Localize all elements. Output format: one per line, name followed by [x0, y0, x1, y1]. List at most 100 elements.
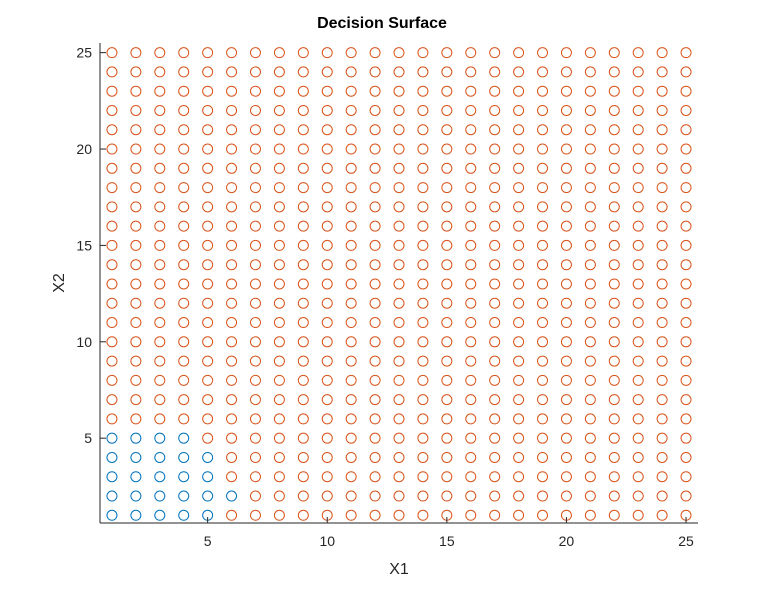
point-class-2: [417, 66, 429, 78]
point-class-2: [584, 413, 596, 425]
point-class-2: [130, 278, 142, 290]
point-class-2: [417, 374, 429, 386]
point-class-2: [297, 104, 309, 116]
point-class-2: [680, 451, 692, 463]
point-class-2: [130, 336, 142, 348]
point-class-2: [417, 259, 429, 271]
point-class-2: [369, 259, 381, 271]
point-class-2: [202, 336, 214, 348]
point-class-2: [489, 374, 501, 386]
point-class-2: [345, 297, 357, 309]
point-class-2: [273, 143, 285, 155]
point-class-2: [345, 432, 357, 444]
point-class-2: [249, 259, 261, 271]
point-class-2: [584, 355, 596, 367]
point-class-2: [417, 143, 429, 155]
point-class-2: [513, 143, 525, 155]
point-class-2: [537, 143, 549, 155]
point-class-2: [560, 471, 572, 483]
point-class-2: [441, 413, 453, 425]
point-class-2: [321, 278, 333, 290]
point-class-2: [178, 394, 190, 406]
point-class-2: [465, 451, 477, 463]
point-class-2: [441, 66, 453, 78]
point-class-2: [608, 374, 620, 386]
point-class-2: [513, 124, 525, 136]
point-class-2: [584, 336, 596, 348]
y-tick-label: 15: [76, 237, 92, 253]
point-class-2: [130, 297, 142, 309]
point-class-2: [417, 336, 429, 348]
point-class-2: [226, 104, 238, 116]
point-class-2: [297, 471, 309, 483]
point-class-2: [154, 143, 166, 155]
point-class-2: [130, 201, 142, 213]
point-class-2: [154, 201, 166, 213]
point-class-2: [584, 278, 596, 290]
point-class-2: [369, 471, 381, 483]
point-class-2: [656, 143, 668, 155]
point-class-2: [130, 104, 142, 116]
point-class-2: [273, 471, 285, 483]
point-class-2: [249, 394, 261, 406]
point-class-2: [656, 201, 668, 213]
point-class-2: [273, 182, 285, 194]
point-class-2: [584, 66, 596, 78]
point-class-2: [537, 413, 549, 425]
point-class-2: [465, 336, 477, 348]
point-class-2: [321, 355, 333, 367]
point-class-2: [393, 259, 405, 271]
point-class-2: [680, 278, 692, 290]
point-class-2: [178, 124, 190, 136]
point-class-2: [465, 317, 477, 329]
point-class-2: [656, 297, 668, 309]
point-class-2: [154, 317, 166, 329]
point-class-2: [632, 317, 644, 329]
point-class-2: [632, 471, 644, 483]
point-class-2: [489, 47, 501, 59]
point-class-2: [441, 85, 453, 97]
point-class-2: [584, 239, 596, 251]
point-class-2: [632, 143, 644, 155]
point-class-2: [249, 451, 261, 463]
point-class-2: [608, 451, 620, 463]
point-class-2: [560, 413, 572, 425]
point-class-2: [465, 104, 477, 116]
point-class-2: [345, 104, 357, 116]
point-class-2: [632, 220, 644, 232]
point-class-2: [249, 162, 261, 174]
point-class-2: [513, 104, 525, 116]
point-class-2: [226, 394, 238, 406]
point-class-2: [321, 259, 333, 271]
point-class-2: [632, 66, 644, 78]
point-class-2: [489, 336, 501, 348]
point-class-2: [632, 336, 644, 348]
point-class-2: [321, 451, 333, 463]
point-class-2: [680, 374, 692, 386]
point-class-2: [632, 182, 644, 194]
point-class-2: [202, 201, 214, 213]
point-class-2: [321, 66, 333, 78]
point-class-2: [202, 432, 214, 444]
point-class-2: [680, 220, 692, 232]
point-class-2: [465, 220, 477, 232]
point-class-2: [393, 413, 405, 425]
point-class-2: [369, 278, 381, 290]
point-class-2: [608, 490, 620, 502]
point-class-2: [656, 432, 668, 444]
point-class-2: [489, 317, 501, 329]
chart-title: Decision Surface: [317, 15, 447, 32]
point-class-2: [537, 451, 549, 463]
point-class-2: [249, 85, 261, 97]
point-class-2: [680, 336, 692, 348]
point-class-2: [297, 278, 309, 290]
point-class-2: [393, 336, 405, 348]
point-class-2: [632, 374, 644, 386]
point-class-2: [489, 509, 501, 521]
point-class-2: [513, 394, 525, 406]
point-class-2: [393, 278, 405, 290]
point-class-2: [249, 66, 261, 78]
point-class-2: [489, 471, 501, 483]
point-class-2: [369, 413, 381, 425]
